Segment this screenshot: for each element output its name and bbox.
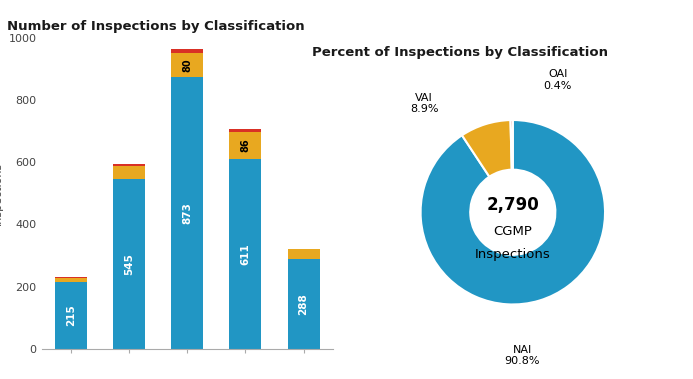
Text: Inspections: Inspections	[475, 248, 551, 261]
Bar	[229, 129, 261, 132]
Text: 80: 80	[182, 58, 192, 72]
Bar	[171, 77, 203, 349]
Text: 86: 86	[240, 139, 250, 152]
Wedge shape	[462, 120, 511, 177]
Bar	[55, 277, 87, 278]
Bar	[229, 132, 261, 159]
Text: 215: 215	[66, 304, 76, 326]
Text: NAI
90.8%: NAI 90.8%	[505, 345, 540, 366]
Text: Percent of Inspections by Classification: Percent of Inspections by Classification	[312, 46, 608, 59]
Bar	[113, 166, 145, 179]
Bar	[229, 159, 261, 349]
Text: VAI
8.9%: VAI 8.9%	[410, 92, 439, 114]
Text: OAI
0.4%: OAI 0.4%	[543, 69, 572, 91]
Text: CGMP: CGMP	[493, 225, 532, 238]
Bar	[288, 259, 319, 349]
Text: 2,790: 2,790	[486, 196, 539, 214]
Bar	[171, 53, 203, 77]
Text: 611: 611	[240, 243, 250, 265]
Wedge shape	[421, 120, 605, 304]
Text: 873: 873	[182, 202, 192, 224]
Text: 545: 545	[124, 253, 134, 275]
Bar	[113, 179, 145, 349]
Bar	[113, 164, 145, 166]
Bar	[55, 278, 87, 282]
Bar	[55, 282, 87, 349]
Text: Number of Inspections by Classification: Number of Inspections by Classification	[7, 20, 304, 33]
Text: 288: 288	[299, 293, 308, 315]
Bar	[288, 249, 319, 259]
Wedge shape	[511, 120, 513, 170]
Y-axis label: Inspections: Inspections	[0, 162, 3, 225]
Bar	[171, 49, 203, 53]
